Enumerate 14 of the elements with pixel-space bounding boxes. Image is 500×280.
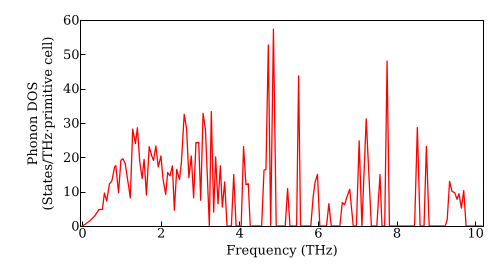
x-tick-label: 4 bbox=[236, 226, 244, 242]
x-tick-label: 2 bbox=[156, 226, 166, 242]
x-tick-label: 8 bbox=[392, 226, 402, 242]
line-series bbox=[81, 28, 483, 226]
y-axis-title: Phonon DOS (States/THz·primitive cell) bbox=[26, 36, 56, 211]
y-tick-label: 50 bbox=[62, 48, 80, 63]
x-tick-label: 10 bbox=[467, 226, 484, 242]
y-tick-label: 10 bbox=[62, 185, 80, 200]
x-axis-title: Frequency (THz) bbox=[226, 244, 338, 258]
y-tick-label: 20 bbox=[62, 150, 80, 166]
y-tick-label: 30 bbox=[62, 116, 80, 132]
y-tick-label: 60 bbox=[62, 14, 80, 28]
x-tick-label: 6 bbox=[314, 226, 323, 242]
y-tick-label: 40 bbox=[62, 82, 80, 98]
